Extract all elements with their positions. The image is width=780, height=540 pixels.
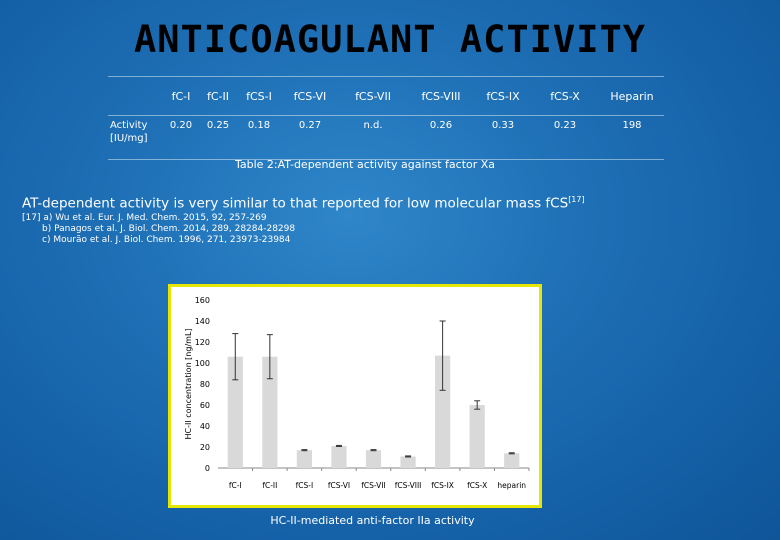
table-cell: 0.27 [280, 115, 340, 160]
bar [469, 405, 485, 468]
activity-table: fC-I fC-II fCS-I fCS-VI fCS-VII fCS-VIII… [108, 76, 664, 160]
table-corner-cell [108, 76, 164, 116]
y-axis-label: HC-II concentration [ng/mL] [184, 328, 193, 439]
chart-canvas: HC-II concentration [ng/mL] 0 20 40 60 80 100 1… [184, 296, 530, 490]
table-caption: Table 2:AT-dependent activity against fa… [234, 158, 496, 171]
x-tick-label: fC-II [262, 481, 277, 490]
bar [504, 453, 520, 468]
y-tick-label: 140 [195, 317, 210, 326]
bar [331, 445, 347, 468]
x-tick-label: fCS-VII [361, 481, 385, 490]
y-tick-label: 100 [195, 359, 210, 368]
row-header: Activity [IU/mg] [108, 115, 164, 160]
bar [296, 450, 312, 468]
reference-item: [17] a) Wu et al. Eur. J. Med. Chem. 201… [22, 213, 267, 223]
y-tick-label: 20 [200, 443, 210, 452]
x-tick-label: fCS-IX [431, 481, 454, 490]
reference-item: b) Panagos et al. J. Biol. Chem. 2014, 2… [42, 224, 296, 234]
table-cell: 0.20 [164, 115, 198, 160]
table-cell: 0.23 [530, 115, 600, 160]
y-tick-label: 120 [195, 338, 210, 347]
y-tick-label: 80 [200, 380, 210, 389]
x-tick-label: heparin [497, 481, 526, 490]
column-header: fCS-X [530, 76, 600, 116]
x-tick-label: fCS-VIII [395, 481, 422, 490]
x-tick-label: fCS-VI [328, 481, 350, 490]
table-row: Activity [IU/mg] 0.20 0.25 0.18 0.27 n.d… [108, 115, 664, 160]
column-header: Heparin [600, 76, 664, 116]
bar [435, 355, 451, 468]
bar [400, 456, 416, 468]
references: [17] a) Wu et al. Eur. J. Med. Chem. 201… [22, 213, 295, 246]
slide-title: ANTICOAGULANT ACTIVITY [133, 18, 647, 61]
table-cell: 0.33 [476, 115, 530, 160]
bar [365, 450, 382, 468]
y-tick-label: 60 [200, 401, 210, 410]
bar-chart: HC-II concentration [ng/mL] 0 20 40 60 80 100 1… [168, 284, 542, 508]
table-cell: 198 [600, 115, 664, 160]
column-header: fC-I [164, 76, 198, 116]
column-header: fCS-VIII [406, 76, 476, 116]
table-cell: 0.25 [198, 115, 238, 160]
y-tick-label: 0 [205, 464, 210, 473]
reference-item: c) Mourão et al. J. Biol. Chem. 1996, 27… [42, 235, 291, 245]
bar [227, 356, 243, 468]
table-cell: n.d. [340, 115, 406, 160]
table-cell: 0.18 [238, 115, 280, 160]
column-header: fCS-IX [476, 76, 530, 116]
table-header-row: fC-I fC-II fCS-I fCS-VI fCS-VII fCS-VIII… [108, 76, 664, 116]
statement-reference: [17] [568, 195, 585, 204]
activity-statement: AT-dependent activity is very similar to… [22, 195, 585, 212]
x-tick-label: fCS-I [296, 481, 314, 490]
y-tick-label: 40 [200, 422, 210, 431]
column-header: fCS-VI [280, 76, 340, 116]
x-tick-label: fCS-X [467, 481, 487, 490]
column-header: fCS-VII [340, 76, 406, 116]
chart-caption: HC-II-mediated anti-factor IIa activity [270, 514, 475, 527]
column-header: fCS-I [238, 76, 280, 116]
table-cell: 0.26 [406, 115, 476, 160]
column-header: fC-II [198, 76, 238, 116]
x-tick-label: fC-I [229, 481, 242, 490]
statement-text: AT-dependent activity is very similar to… [22, 195, 569, 212]
bar [262, 356, 278, 468]
y-tick-label: 160 [195, 296, 210, 305]
